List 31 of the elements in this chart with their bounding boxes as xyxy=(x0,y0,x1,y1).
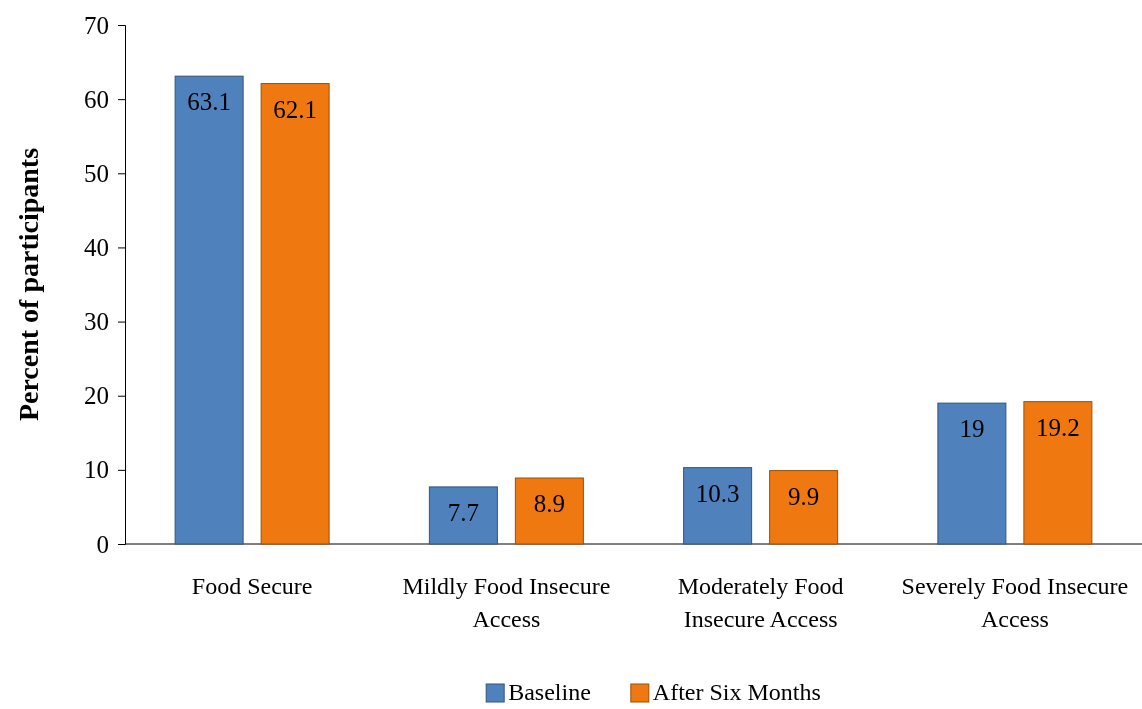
y-tick-label: 50 xyxy=(84,159,109,187)
bar xyxy=(937,402,1007,545)
data-label: 63.1 xyxy=(187,88,231,116)
bar xyxy=(683,467,753,545)
legend-label: Baseline xyxy=(508,679,591,705)
y-tick-label: 70 xyxy=(84,11,109,39)
y-tick-label: 0 xyxy=(96,530,109,558)
bar xyxy=(514,477,584,545)
data-label: 9.9 xyxy=(788,482,820,510)
x-tick-label: Mildly Food Insecure Access xyxy=(402,573,611,632)
y-tick-label: 60 xyxy=(84,85,109,113)
y-tick-label: 40 xyxy=(84,233,109,261)
data-label: 62.1 xyxy=(273,95,317,123)
y-tick-label: 10 xyxy=(84,456,109,484)
bar xyxy=(260,83,330,545)
bar xyxy=(769,470,839,545)
legend-label: After Six Months xyxy=(652,679,821,705)
data-label: 7.7 xyxy=(447,498,479,526)
x-tick-label: Food Secure xyxy=(191,573,313,599)
bar xyxy=(1023,401,1093,545)
y-tick-label: 30 xyxy=(84,308,109,336)
data-label: 19 xyxy=(959,415,985,443)
bar xyxy=(174,75,244,545)
data-label: 10.3 xyxy=(695,479,740,507)
x-tick-label: Moderately Food Insecure Access xyxy=(677,573,844,632)
y-axis-title: Percent of participants xyxy=(13,147,44,422)
bar xyxy=(428,486,498,545)
y-tick-label: 20 xyxy=(84,382,109,410)
data-label: 19.2 xyxy=(1036,413,1080,441)
x-tick-label: Severely Food Insecure Access xyxy=(901,573,1129,632)
data-label: 8.9 xyxy=(533,490,565,518)
